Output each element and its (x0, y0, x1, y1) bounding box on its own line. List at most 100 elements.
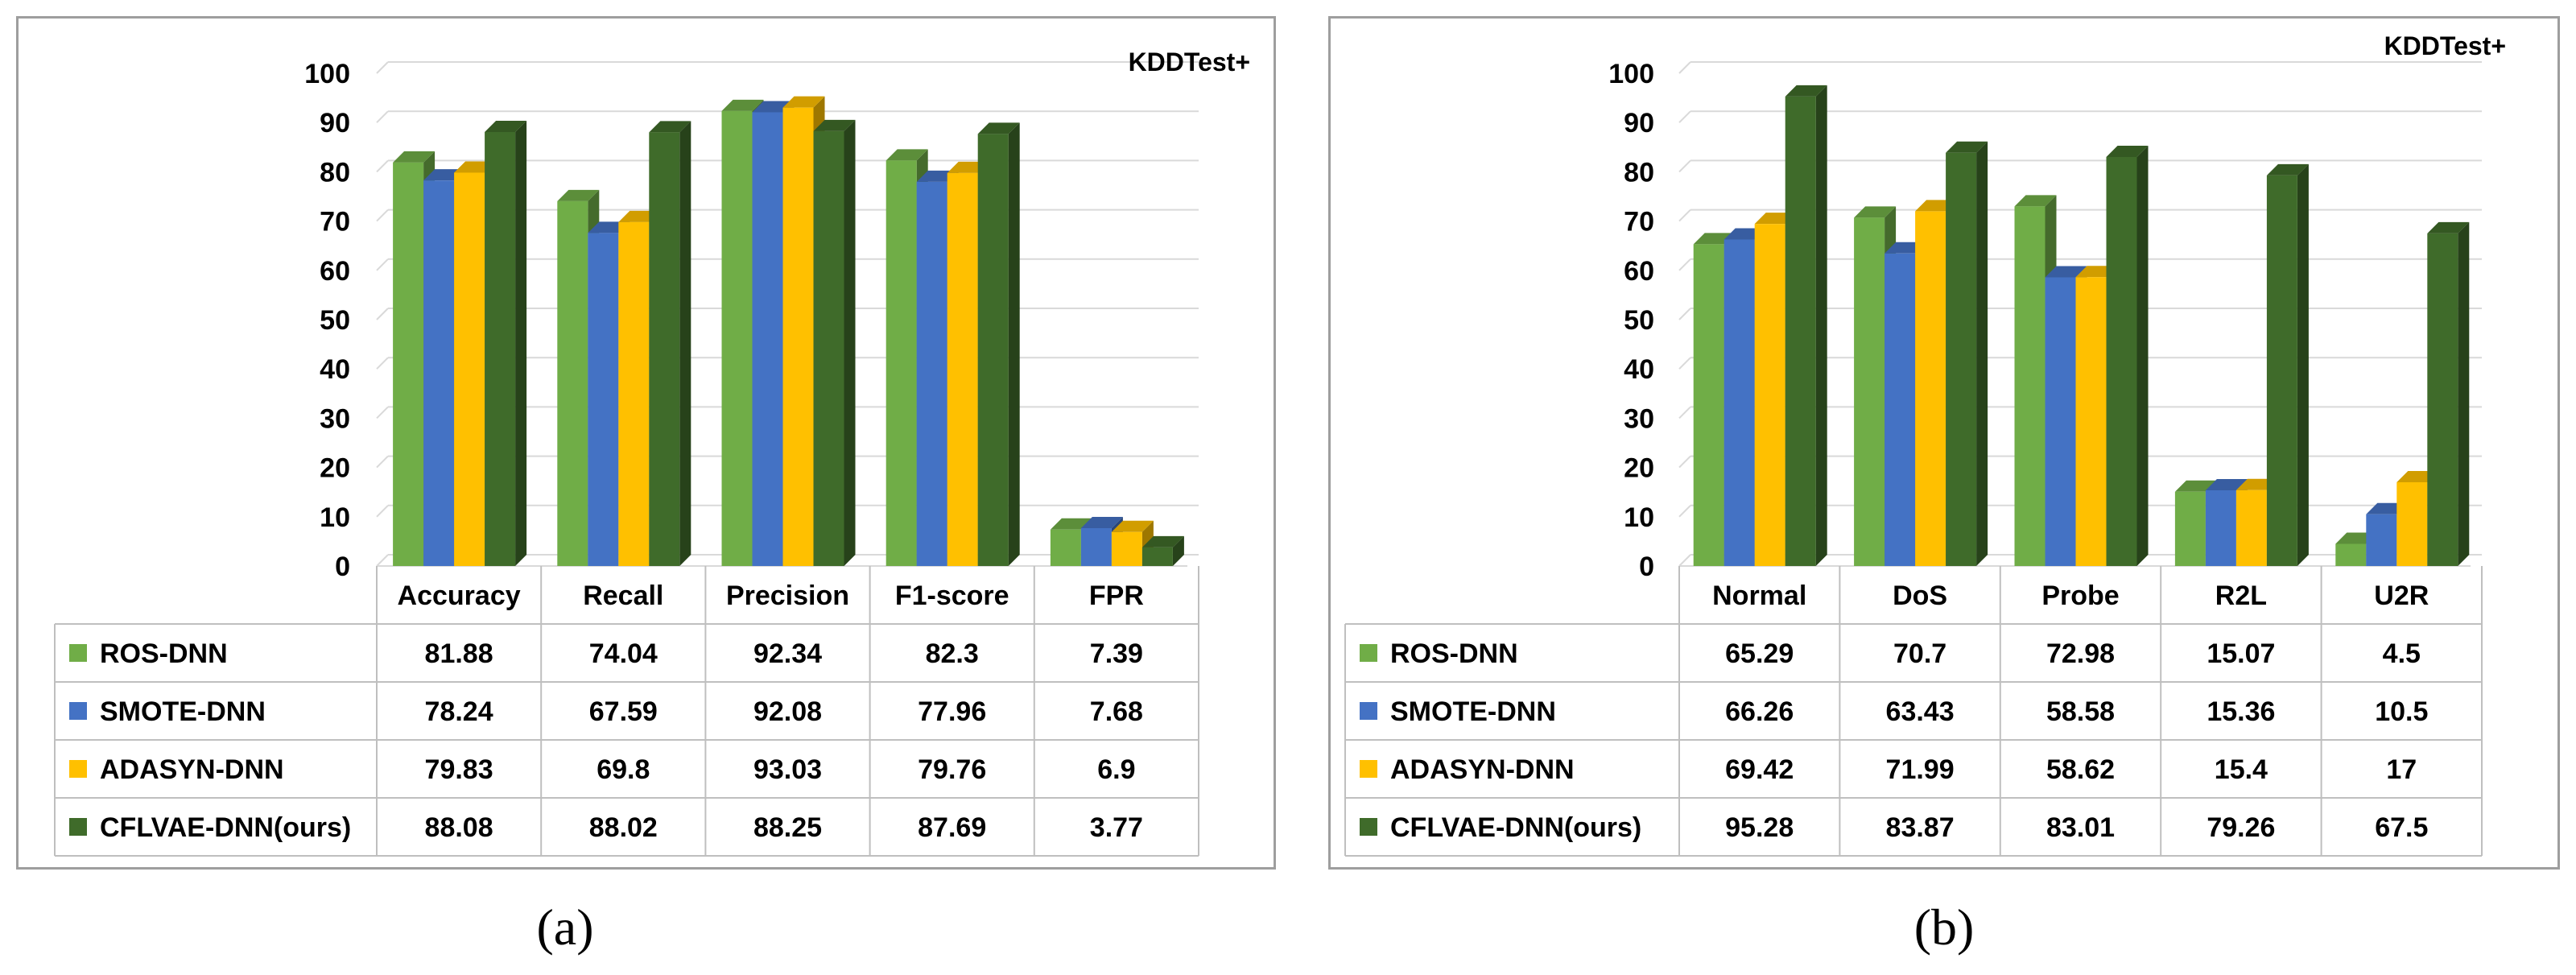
chart-b-category-label: U2R (2374, 580, 2429, 611)
chart-a-bar-front (916, 181, 947, 566)
chart-a-legend-label: CFLVAE-DNN(ours) (100, 812, 351, 843)
chart-b-gridline-diag (1678, 209, 1691, 222)
chart-b-data-cell: 79.26 (2207, 812, 2275, 843)
chart-b-y-tick-label: 70 (1624, 207, 1654, 238)
chart-a-legend-swatch (69, 760, 87, 778)
chart-b-data-cell: 15.4 (2215, 754, 2268, 785)
chart-a-bars (393, 96, 1184, 567)
chart-a-gridline-diag (376, 258, 389, 271)
chart-b-bar-front (2235, 490, 2267, 566)
chart-b-bar (1946, 141, 1988, 567)
chart-b-y-tick-label: 60 (1624, 256, 1654, 287)
chart-a-bar (977, 122, 1020, 566)
chart-b-data-cell: 17 (2386, 754, 2417, 785)
chart-a-y-tick-label: 0 (335, 552, 350, 582)
chart-b-category-label: DoS (1893, 580, 1947, 611)
chart-a-data-cell: 87.69 (918, 812, 986, 843)
chart-a-bar-top (813, 119, 856, 131)
chart-b-bar-top (2106, 145, 2149, 157)
chart-b-bar-front (2396, 481, 2428, 566)
chart-b-data-cell: 72.98 (2046, 638, 2115, 669)
chart-a-bar-front (886, 160, 917, 566)
chart-b-data-cell: 66.26 (1725, 696, 1794, 727)
chart-b-legend-label: ROS-DNN (1390, 638, 1518, 669)
chart-a-data-cell: 7.39 (1090, 638, 1143, 669)
chart-a-data-cell: 67.59 (589, 696, 658, 727)
chart-b-legend-label: CFLVAE-DNN(ours) (1390, 812, 1641, 843)
chart-b-data-cell: 83.87 (1886, 812, 1955, 843)
chart-a-y-tick-label: 80 (320, 157, 350, 188)
chart-a-bar-top (977, 122, 1020, 134)
chart-b-gridline-diag (1678, 159, 1691, 173)
chart-b-bar-front (1915, 211, 1946, 566)
chart-a-data-cell: 88.02 (589, 812, 658, 843)
chart-b-data-cell: 63.43 (1886, 696, 1955, 727)
chart-a-data-cell: 78.24 (425, 696, 493, 727)
chart-a-y-tick-label: 40 (320, 354, 350, 385)
panel-label-a: (a) (536, 899, 594, 956)
chart-a-bar-front (1080, 527, 1112, 566)
chart-b-bar-front (2045, 277, 2076, 566)
chart-b-bar-top (1854, 206, 1897, 218)
chart-a-bar-top (485, 120, 527, 132)
chart-a-legend-swatch (69, 702, 87, 720)
chart-a-bar-top (1141, 535, 1184, 547)
chart-a-data-cell: 92.34 (753, 638, 822, 669)
chart-b-bar-side (2458, 221, 2470, 566)
chart-panel-a: 0 10 20 30 40 50 60 70 80 90 100 KDDTest+ Accuracy Re… (16, 16, 1276, 870)
chart-a-bar-front (1111, 531, 1142, 566)
chart-b-data-cell: 15.07 (2207, 638, 2275, 669)
chart-b-bar-top (2174, 480, 2217, 492)
chart-b-bar-side (2297, 163, 2309, 566)
chart-b-bar-top (2205, 478, 2248, 490)
chart-b-bar-front (1724, 239, 1755, 566)
chart-a-legend-label: SMOTE-DNN (100, 696, 266, 727)
chart-b-bar (2266, 163, 2309, 566)
chart-b-bar (2106, 145, 2149, 566)
chart-a-bar-side (844, 119, 856, 566)
chart-a-bar-top (1111, 520, 1154, 532)
chart-b-bar-top (1785, 85, 1827, 97)
chart-b-bar-front (2075, 277, 2107, 566)
chart-b-data-table: Normal DoS Probe R2L U2R ROS-DNN 65.29 70.7 72.9… (1344, 566, 2483, 857)
chart-a-bar-front (752, 112, 783, 566)
chart-a-bar-side (515, 120, 527, 566)
chart-a-gridline-diag (376, 308, 389, 320)
chart-b-y-tick-label: 30 (1624, 403, 1654, 434)
chart-b-bar-top (2266, 163, 2309, 176)
chart-b-bar-side (2136, 145, 2149, 566)
chart-a-data-table: Accuracy Recall Precision F1-score FPR ROS-DN… (54, 566, 1199, 857)
panel-label-b: (b) (1913, 899, 1975, 956)
chart-b-bar-front (1754, 224, 1785, 566)
chart-b-data-cell: 83.01 (2046, 812, 2115, 843)
chart-a-y-tick-label: 70 (320, 207, 350, 238)
chart-b-data-cell: 69.42 (1725, 754, 1794, 785)
chart-a-data-cell: 92.08 (753, 696, 822, 727)
chart-b-data-cell: 95.28 (1725, 812, 1794, 843)
chart-a-category-label: Recall (583, 580, 663, 611)
chart-b-bar-front (1693, 244, 1724, 566)
chart-b-bar (1785, 85, 1827, 566)
chart-a-legend-label: ADASYN-DNN (100, 754, 284, 785)
chart-b-bar-top (2427, 221, 2470, 233)
chart-a-gridline-diag (376, 61, 389, 74)
chart-a-category-label: FPR (1089, 580, 1144, 611)
chart-b-y-tick-label: 100 (1608, 59, 1654, 89)
chart-a-legend-swatch (69, 818, 87, 836)
chart-b-y-tick-label: 90 (1624, 108, 1654, 138)
chart-a-bar-front (557, 200, 588, 567)
chart-b-legend-label: ADASYN-DNN (1390, 754, 1575, 785)
chart-b-bar-front (2106, 156, 2137, 566)
chart-b-data-cell: 70.7 (1893, 638, 1946, 669)
chart-b-bar-top (1946, 141, 1988, 153)
chart-a-gridline-diag (376, 505, 389, 518)
chart-b-data-cell: 58.58 (2046, 696, 2115, 727)
chart-a-bar-front (454, 172, 485, 566)
chart-a-bar-front (649, 132, 680, 566)
chart-b-bar-front (2174, 491, 2206, 566)
chart-a-bar-top (393, 151, 436, 163)
chart-b-y-tick-label: 10 (1624, 502, 1654, 533)
chart-b-legend-swatch (1360, 702, 1377, 720)
chart-a-bar (1141, 535, 1184, 566)
chart-a-bar-front (1141, 547, 1173, 566)
